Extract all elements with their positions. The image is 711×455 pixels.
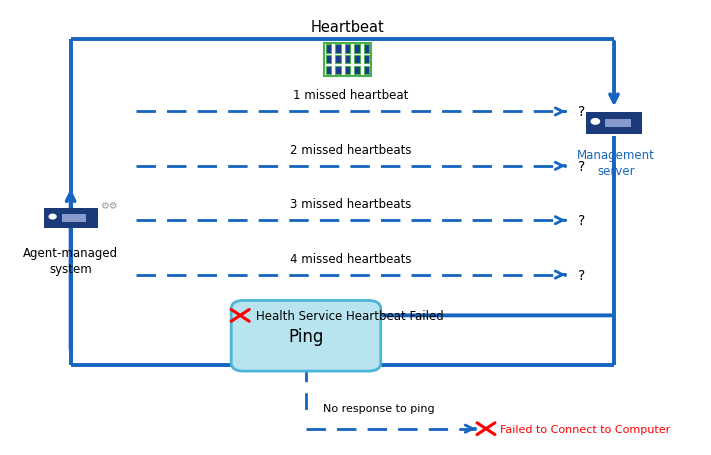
Text: 4 missed heartbeats: 4 missed heartbeats [290, 252, 412, 265]
FancyBboxPatch shape [354, 67, 360, 75]
FancyBboxPatch shape [336, 67, 341, 75]
Text: Management
server: Management server [577, 148, 655, 177]
FancyBboxPatch shape [586, 113, 643, 134]
FancyBboxPatch shape [43, 208, 97, 229]
Text: ?: ? [578, 214, 585, 228]
FancyBboxPatch shape [605, 119, 631, 127]
Text: 1 missed heartbeat: 1 missed heartbeat [294, 89, 409, 102]
Text: ?: ? [578, 105, 585, 119]
Circle shape [591, 119, 599, 125]
Text: No response to ping: No response to ping [324, 403, 435, 413]
Text: Heartbeat: Heartbeat [311, 20, 385, 35]
FancyBboxPatch shape [345, 67, 350, 75]
FancyBboxPatch shape [354, 56, 360, 64]
FancyBboxPatch shape [345, 45, 350, 53]
Text: ⚙⚙: ⚙⚙ [100, 200, 117, 210]
FancyBboxPatch shape [364, 45, 369, 53]
FancyBboxPatch shape [336, 45, 341, 53]
FancyBboxPatch shape [326, 45, 331, 53]
Text: 2 missed heartbeats: 2 missed heartbeats [290, 143, 412, 157]
Text: Failed to Connect to Computer: Failed to Connect to Computer [500, 424, 670, 434]
Text: Health Service Heartbeat Failed: Health Service Heartbeat Failed [256, 309, 444, 322]
Circle shape [49, 215, 56, 219]
Text: ?: ? [578, 268, 585, 282]
FancyBboxPatch shape [345, 56, 350, 64]
FancyBboxPatch shape [364, 67, 369, 75]
FancyBboxPatch shape [364, 56, 369, 64]
FancyBboxPatch shape [62, 215, 86, 222]
Text: 3 missed heartbeats: 3 missed heartbeats [290, 198, 412, 211]
FancyBboxPatch shape [354, 45, 360, 53]
FancyBboxPatch shape [231, 301, 381, 371]
Text: Agent-managed
system: Agent-managed system [23, 247, 118, 275]
FancyBboxPatch shape [326, 67, 331, 75]
FancyBboxPatch shape [336, 56, 341, 64]
Text: ?: ? [578, 159, 585, 173]
Text: Ping: Ping [288, 327, 324, 345]
FancyBboxPatch shape [326, 56, 331, 64]
